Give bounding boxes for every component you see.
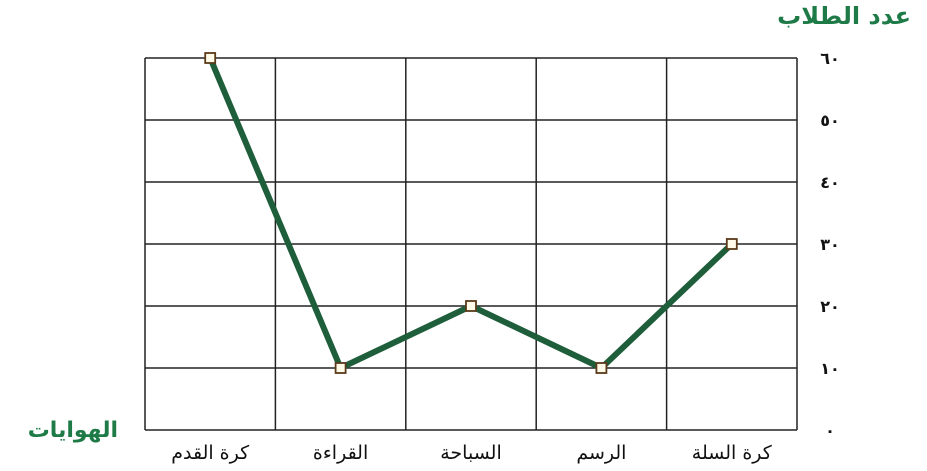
data-point — [595, 362, 608, 374]
y-tick-label: ٦٠ — [820, 49, 840, 68]
y-tick-label: ٢٠ — [820, 297, 840, 316]
grid — [144, 57, 798, 431]
series-line — [207, 55, 735, 371]
y-tick-label: ٤٠ — [820, 173, 840, 192]
data-points — [204, 52, 738, 374]
data-point — [725, 238, 738, 250]
x-category-label: كرة القدم — [171, 442, 250, 464]
x-category-label: السباحة — [440, 442, 501, 464]
y-axis-ticks: ٠ ١٠ ٢٠ ٣٠ ٤٠ ٥٠ ٦٠ — [820, 49, 840, 440]
y-tick-label: ٣٠ — [820, 235, 840, 254]
data-point — [334, 362, 347, 374]
y-tick-label: ٥٠ — [820, 111, 840, 130]
data-point — [204, 52, 217, 64]
data-point — [465, 300, 477, 312]
y-tick-label: ١٠ — [820, 359, 840, 378]
x-category-label: الرسم — [576, 442, 626, 464]
y-tick-label: ٠ — [825, 421, 835, 440]
x-category-label: القراءة — [313, 442, 368, 464]
x-axis-title: الهوايات — [28, 418, 118, 443]
x-axis-categories: كرة السلة الرسم السباحة القراءة كرة القدم — [171, 442, 773, 464]
y-axis-title: عدد الطلاب — [777, 2, 911, 30]
x-category-label: كرة السلة — [692, 442, 773, 464]
